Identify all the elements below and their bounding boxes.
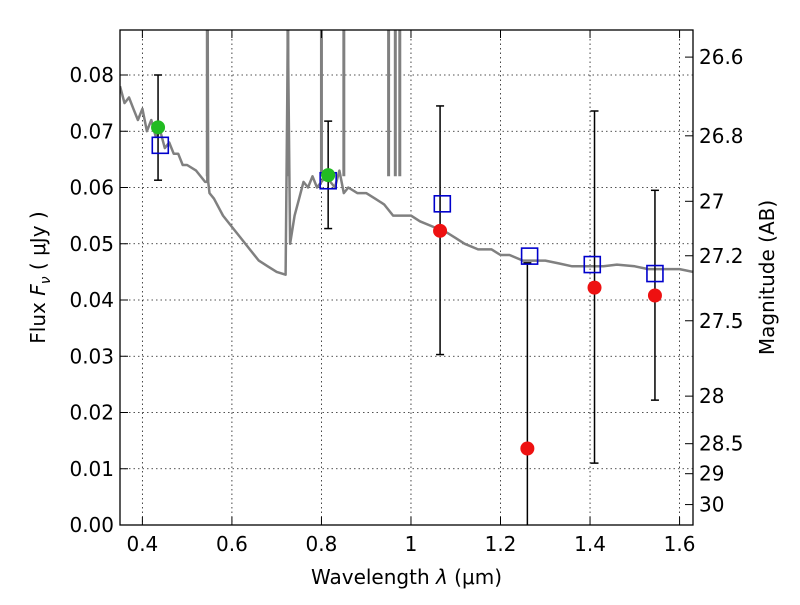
flux-point-1-3 — [647, 288, 662, 303]
y2-tick-label-8: 30 — [699, 493, 724, 517]
x-tick-label-2: 0.8 — [306, 532, 338, 556]
y-tick-label-1: 0.01 — [69, 457, 114, 481]
x-axis-title: Wavelength λ (μm) — [311, 565, 502, 589]
y-tick-label-5: 0.05 — [69, 232, 114, 256]
y-tick-label-4: 0.04 — [69, 288, 114, 312]
y-tick-label-7: 0.07 — [69, 119, 114, 143]
y-axis-title: Flux Fν ( μJy ) — [26, 211, 54, 343]
y2-tick-label-2: 27 — [699, 189, 724, 213]
plot-area — [120, 30, 693, 525]
y2-tick-label-6: 28.5 — [699, 432, 744, 456]
x-tick-label-0: 0.4 — [126, 532, 158, 556]
flux-point-1-0 — [433, 223, 448, 238]
y-tick-label-0: 0.00 — [69, 513, 114, 537]
axes — [119, 29, 694, 526]
model-flux-square-3 — [520, 247, 539, 265]
y2-tick-label-1: 26.8 — [699, 124, 744, 148]
plot-frame — [119, 29, 694, 526]
y-tick-label-3: 0.03 — [69, 344, 114, 368]
ticks: 0.4 0.6 0.8 1 1.2 1.4 1.6 0.00 0.01 0.02 0.03 0.04 0… — [69, 30, 744, 556]
flux-point-0-1 — [321, 168, 336, 183]
model-flux-square-4 — [583, 255, 602, 274]
y2-tick-label-4: 27.5 — [699, 309, 744, 333]
y-tick-label-6: 0.06 — [69, 176, 114, 200]
axis-labels: Wavelength λ (μm) Flux Fν ( μJy ) Magnitud… — [26, 200, 779, 589]
y-tick-label-2: 0.02 — [69, 401, 114, 425]
x-tick-label-4: 1.2 — [485, 532, 517, 556]
model-flux-square-2 — [433, 195, 452, 213]
y2-axis-title: Magnitude (AB) — [755, 200, 779, 355]
y2-tick-label-5: 28 — [699, 384, 724, 408]
flux-point-1-2 — [587, 280, 602, 295]
x-tick-label-6: 1.6 — [664, 532, 696, 556]
x-tick-label-3: 1 — [405, 532, 418, 556]
model-spectrum-line — [120, 30, 693, 276]
model-flux-square-0 — [151, 136, 170, 155]
flux-point-0-0 — [151, 120, 166, 135]
y2-tick-label-7: 29 — [699, 462, 724, 486]
x-tick-label-5: 1.4 — [574, 532, 606, 556]
flux-point-1-1 — [520, 441, 535, 456]
y2-tick-label-3: 27.2 — [699, 244, 744, 268]
model-flux-square-5 — [646, 264, 664, 283]
y2-tick-label-0: 26.6 — [699, 45, 744, 69]
x-tick-label-1: 0.6 — [216, 532, 248, 556]
y-tick-label-8: 0.08 — [69, 63, 114, 87]
